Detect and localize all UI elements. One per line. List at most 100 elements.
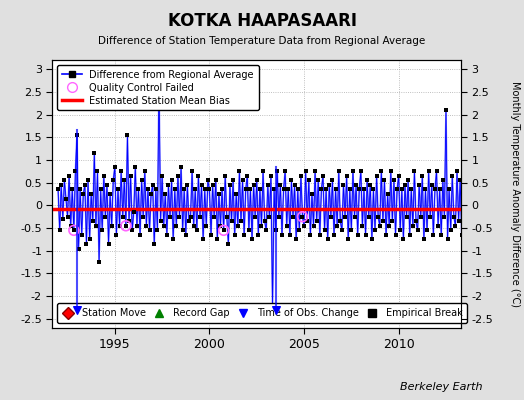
Point (344, 236, 353, 243)
Point (185, 218, 193, 224)
Point (67, 222, 75, 229)
Point (100, 173, 108, 179)
Point (235, 168, 244, 174)
Point (227, 218, 236, 224)
Point (59, 216, 67, 222)
Point (148, 182, 157, 188)
Point (312, 218, 321, 224)
Point (373, 173, 381, 179)
Point (377, 168, 386, 174)
Point (322, 186, 330, 193)
Point (273, 168, 281, 174)
Point (395, 173, 403, 179)
Point (439, 177, 447, 184)
Point (98, 227, 106, 234)
Point (131, 164, 139, 170)
Point (120, 177, 128, 184)
Point (81, 182, 89, 188)
Point (398, 186, 406, 193)
Point (391, 232, 400, 238)
Point (278, 232, 286, 238)
Point (442, 107, 450, 113)
Point (73, 307, 81, 313)
Point (82, 241, 91, 247)
Point (109, 177, 117, 184)
Point (256, 186, 264, 193)
Point (349, 168, 357, 174)
Point (467, 232, 475, 238)
Point (289, 214, 297, 220)
Point (453, 168, 461, 174)
Point (93, 168, 102, 174)
Point (243, 173, 252, 179)
Point (240, 232, 248, 238)
Point (265, 214, 274, 220)
Point (331, 186, 340, 193)
Point (156, 218, 165, 224)
Point (103, 182, 111, 188)
Point (151, 186, 160, 193)
Point (73, 132, 81, 138)
Point (70, 227, 78, 234)
Point (106, 191, 114, 197)
Point (330, 232, 338, 238)
Point (388, 218, 397, 224)
Point (238, 177, 247, 184)
Point (145, 227, 154, 234)
Point (462, 168, 471, 174)
Point (360, 186, 368, 193)
Point (223, 214, 231, 220)
Point (303, 218, 311, 224)
Point (260, 218, 269, 224)
Point (309, 222, 318, 229)
Point (254, 232, 263, 238)
Point (201, 186, 209, 193)
Point (295, 227, 303, 234)
Point (264, 182, 272, 188)
Point (246, 186, 255, 193)
Point (284, 186, 292, 193)
Point (421, 186, 430, 193)
Point (220, 227, 228, 234)
Point (340, 182, 348, 188)
Point (325, 182, 333, 188)
Point (198, 182, 206, 188)
Point (380, 177, 389, 184)
Point (123, 132, 132, 138)
Point (56, 227, 64, 234)
Point (413, 227, 422, 234)
Point (155, 80, 163, 86)
Point (346, 186, 354, 193)
Point (183, 182, 192, 188)
Point (311, 168, 319, 174)
Point (207, 232, 215, 238)
Point (362, 232, 370, 238)
Point (306, 232, 314, 238)
Point (328, 177, 336, 184)
Point (166, 214, 174, 220)
Point (126, 173, 135, 179)
Point (92, 222, 100, 229)
Point (212, 177, 220, 184)
Point (393, 186, 401, 193)
Point (314, 177, 322, 184)
Point (450, 214, 458, 220)
Point (298, 214, 307, 220)
Point (237, 218, 245, 224)
Point (129, 209, 138, 215)
Point (281, 168, 289, 174)
Point (79, 191, 88, 197)
Point (169, 236, 178, 243)
Point (245, 227, 253, 234)
Point (268, 302, 277, 308)
Point (107, 222, 116, 229)
Point (191, 186, 200, 193)
Point (104, 241, 113, 247)
Point (456, 177, 464, 184)
Point (432, 168, 441, 174)
Point (242, 186, 250, 193)
Point (159, 222, 168, 229)
Point (390, 177, 398, 184)
Point (365, 214, 373, 220)
Point (249, 182, 258, 188)
